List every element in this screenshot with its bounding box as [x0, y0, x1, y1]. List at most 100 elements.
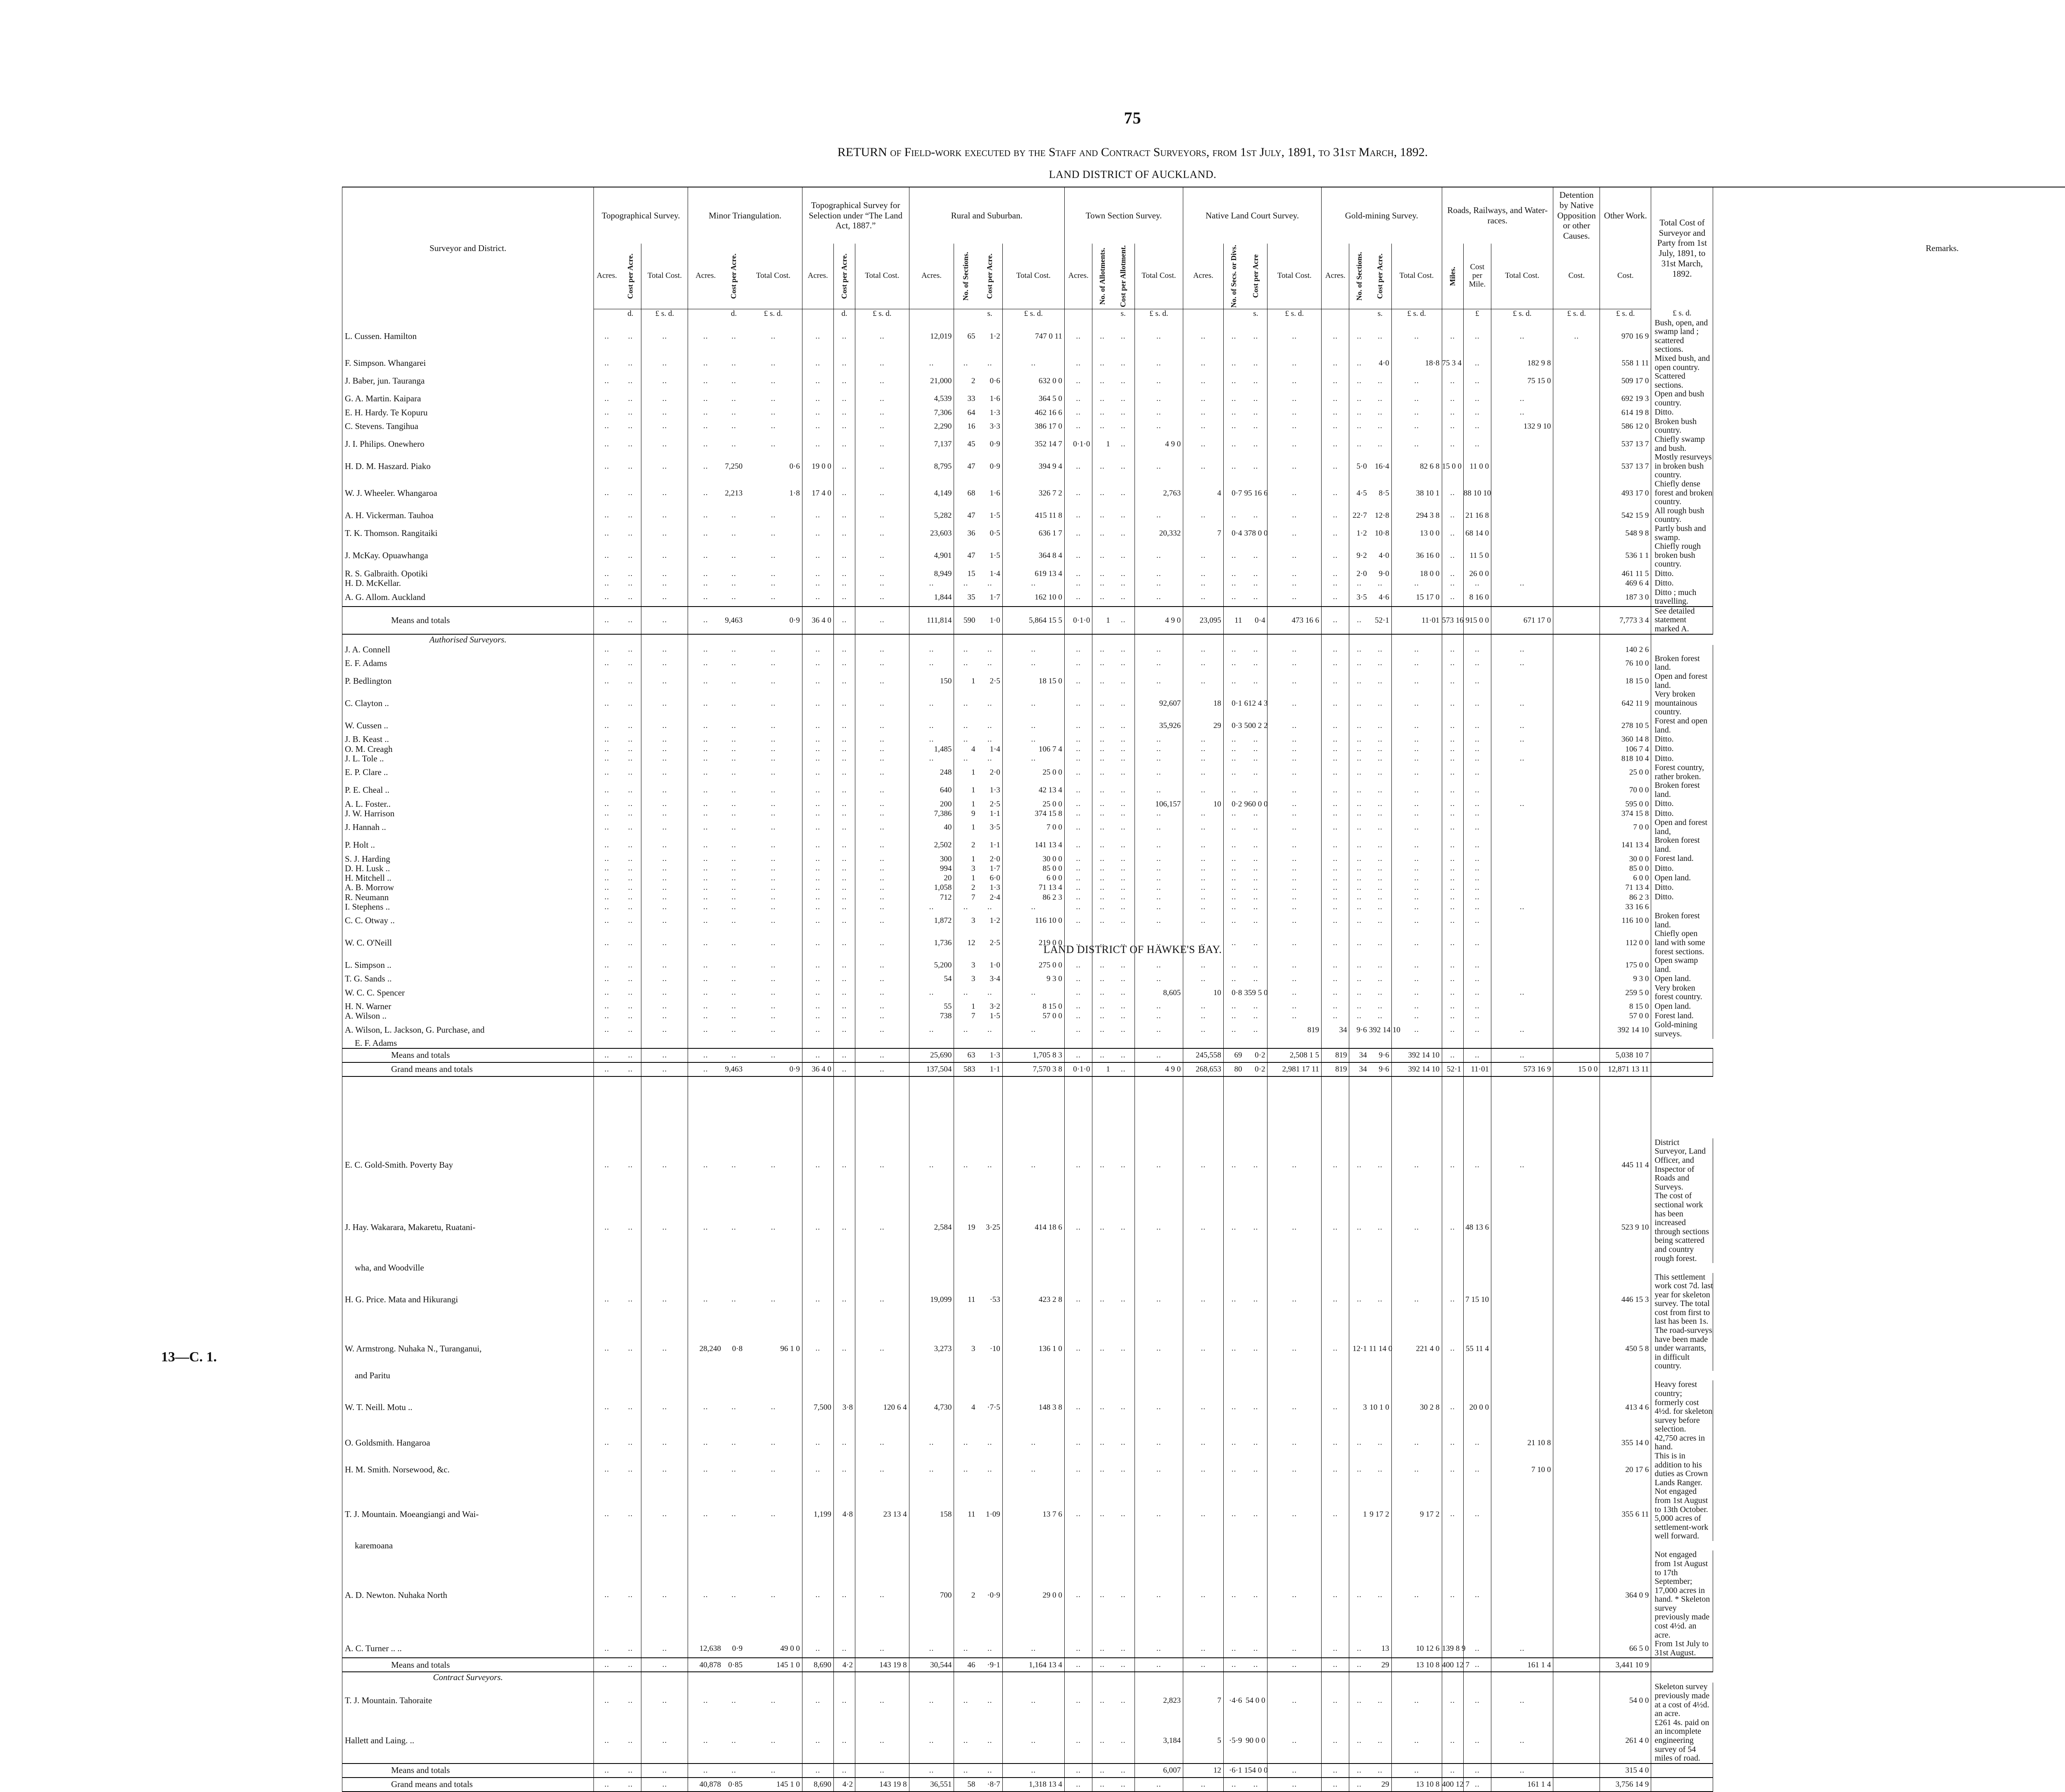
cell-c6: ..	[745, 864, 802, 873]
cell-c15: ..	[1092, 417, 1112, 435]
cell-c10: 5,200	[909, 956, 954, 974]
cell-c19: ..	[1223, 809, 1244, 818]
cell-c20: ..	[1244, 507, 1267, 524]
cell-c7: ..	[802, 1550, 833, 1640]
cell-c6: ..	[745, 1683, 802, 1718]
cell-c6: ..	[745, 799, 802, 808]
cell-blank	[1442, 1541, 1463, 1550]
colgroup-town-section: Town Section Survey.	[1064, 187, 1183, 244]
cell-blank	[909, 1076, 954, 1138]
cell-c17: ..	[1135, 893, 1183, 902]
cell-c27: ..	[1463, 1487, 1491, 1541]
cell-c20: ..	[1244, 1487, 1267, 1541]
cell-c6: ..	[745, 645, 802, 654]
cell-c12: ·0·9	[977, 1550, 1002, 1640]
cell-c21: 473 16 6	[1267, 607, 1322, 634]
cell-c2: ..	[620, 1452, 641, 1487]
cell-c1: ..	[594, 1002, 620, 1011]
cell-c11: ..	[954, 735, 978, 744]
cell-c18: ..	[1183, 542, 1224, 569]
cell-blank	[1463, 1263, 1491, 1273]
cell-c9: ..	[855, 690, 909, 717]
cell-c18: ..	[1183, 408, 1224, 417]
cell-c22: ..	[1322, 588, 1349, 607]
cell-c4: ..	[688, 929, 723, 956]
cell-c3: ..	[641, 507, 688, 524]
cell-c21: ..	[1267, 569, 1322, 578]
cell-c5: ..	[723, 588, 745, 607]
cell-c7: ..	[802, 1021, 833, 1038]
cell-c14: ..	[1064, 1640, 1092, 1658]
cell-c10: 5,282	[909, 507, 954, 524]
cell-c28: ..	[1491, 1719, 1553, 1764]
cell-c28: 182 9 8	[1491, 354, 1553, 372]
unit-minor-acres	[688, 309, 723, 318]
cell-c20: ..	[1244, 435, 1267, 453]
cell-c1: ..	[594, 744, 620, 754]
cell-c9: ..	[855, 1452, 909, 1487]
cell-c22: ..	[1322, 1764, 1349, 1778]
cell-c6: ..	[745, 1138, 802, 1192]
cell-c11: ..	[954, 1764, 978, 1778]
cell-c8: ..	[833, 417, 855, 435]
cell-blank	[620, 1076, 641, 1138]
cell-c10: ..	[909, 735, 954, 744]
cell-blank	[1600, 1263, 1651, 1273]
cell-c5: ..	[723, 929, 745, 956]
cell-c25: 18 0 0	[1391, 569, 1442, 578]
cell-c21: ..	[1267, 854, 1322, 863]
cell-c6: ..	[745, 1380, 802, 1434]
cell-c16: ..	[1112, 836, 1135, 854]
cell-c7: ..	[802, 569, 833, 578]
cell-blank	[1349, 1076, 1369, 1138]
cell-c7: 1,199	[802, 1487, 833, 1541]
cell-c12: ..	[977, 654, 1002, 672]
row-surveyor-name: Means and totals	[342, 607, 594, 634]
cell-c2: ..	[620, 1192, 641, 1263]
cell-c7: ..	[802, 507, 833, 524]
cell-c11: 7	[954, 1011, 978, 1021]
cell-c15: 1	[1092, 435, 1112, 453]
cell-blank	[1002, 1371, 1064, 1380]
cell-c17: ..	[1135, 1192, 1183, 1263]
cell-c28: ..	[1491, 1640, 1553, 1658]
sub-roads-total-cost: Total Cost.	[1491, 244, 1553, 309]
cell-c22: ..	[1322, 1002, 1349, 1011]
cell-c9: ..	[855, 578, 909, 588]
cell-blank	[745, 1039, 802, 1048]
cell-c22: ..	[1322, 1640, 1349, 1658]
cell-c20: ..	[1244, 754, 1267, 763]
cell-c21: ..	[1267, 974, 1322, 984]
cell-c19: ..	[1223, 883, 1244, 892]
cell-c22: ..	[1322, 763, 1349, 781]
cell-c28	[1491, 435, 1553, 453]
cell-c5: ..	[723, 735, 745, 744]
unit-toposel-total: £ s. d.	[855, 309, 909, 318]
cell-c1: ..	[594, 453, 620, 480]
cell-c25: 221 4 0	[1391, 1326, 1442, 1371]
cell-c12: ..	[977, 1021, 1002, 1038]
cell-total-cost: 595 0 0	[1600, 799, 1651, 808]
cell-remarks: Mostly resurveys in broken bush country.	[1651, 453, 1713, 480]
cell-c6: ..	[745, 507, 802, 524]
cell-c10: 4,149	[909, 480, 954, 507]
cell-c26: ..	[1442, 893, 1463, 902]
cell-c24: ..	[1369, 854, 1391, 863]
cell-c20: ..	[1244, 319, 1267, 354]
cell-c19: ..	[1223, 408, 1244, 417]
cell-c11: 2	[954, 1550, 978, 1640]
cell-c28	[1491, 854, 1553, 863]
cell-c10: ..	[909, 754, 954, 763]
cell-c4: ..	[688, 524, 723, 542]
cell-c26: ..	[1442, 1021, 1463, 1038]
cell-c25: ..	[1391, 893, 1442, 902]
cell-c6: ..	[745, 956, 802, 974]
cell-c27: ..	[1463, 435, 1491, 453]
cell-c21: ..	[1267, 1434, 1322, 1452]
cell-c21: ..	[1267, 542, 1322, 569]
cell-blank	[1713, 634, 2065, 645]
cell-total-cost: 85 0 0	[1600, 864, 1651, 873]
cell-c26: ..	[1442, 929, 1463, 956]
